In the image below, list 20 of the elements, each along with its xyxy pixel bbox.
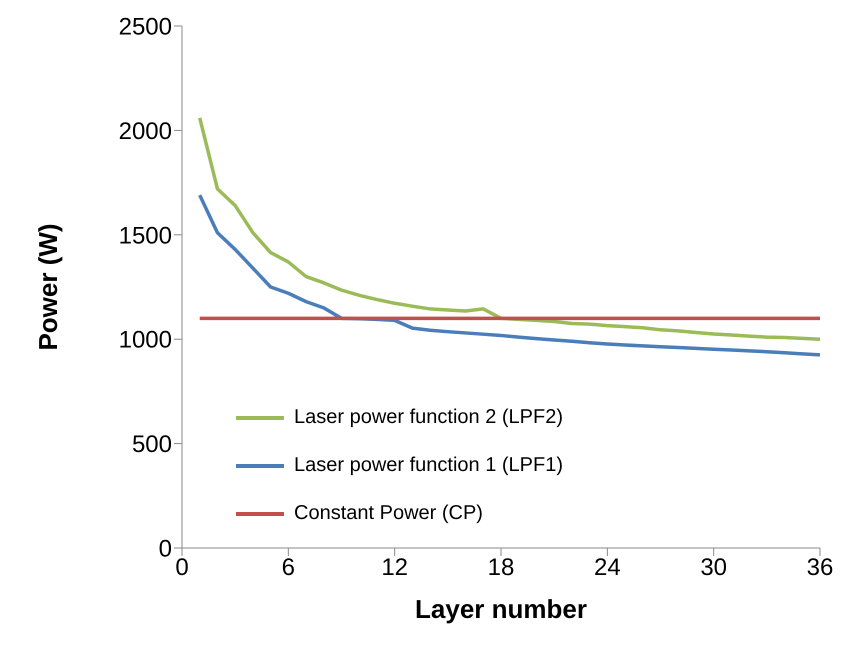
x-tick-label: 6 bbox=[282, 554, 296, 582]
x-tick-label: 12 bbox=[381, 554, 408, 582]
y-tick-label: 2000 bbox=[118, 118, 172, 145]
legend-label: Laser power function 2 (LPF2) bbox=[294, 406, 564, 429]
x-tick-label: 0 bbox=[175, 554, 189, 582]
x-axis-title: Layer number bbox=[415, 594, 587, 624]
y-tick-label: 1500 bbox=[118, 222, 172, 250]
y-tick-label: 500 bbox=[132, 431, 172, 458]
x-tick-label: 36 bbox=[806, 554, 834, 582]
line-series bbox=[198, 193, 820, 357]
x-tick-label: 30 bbox=[700, 554, 728, 582]
line-series bbox=[198, 116, 820, 341]
legend-label: Constant Power (CP) bbox=[294, 502, 483, 525]
x-tick-label: 18 bbox=[488, 554, 514, 582]
legend-label: Laser power function 1 (LPF1) bbox=[294, 454, 564, 477]
y-tick-label: 0 bbox=[158, 536, 172, 563]
y-tick-label: 2500 bbox=[118, 14, 172, 41]
y-tick-label: 1000 bbox=[118, 326, 172, 354]
y-axis-title: Power (W) bbox=[33, 223, 64, 351]
x-tick-label: 24 bbox=[594, 554, 621, 582]
